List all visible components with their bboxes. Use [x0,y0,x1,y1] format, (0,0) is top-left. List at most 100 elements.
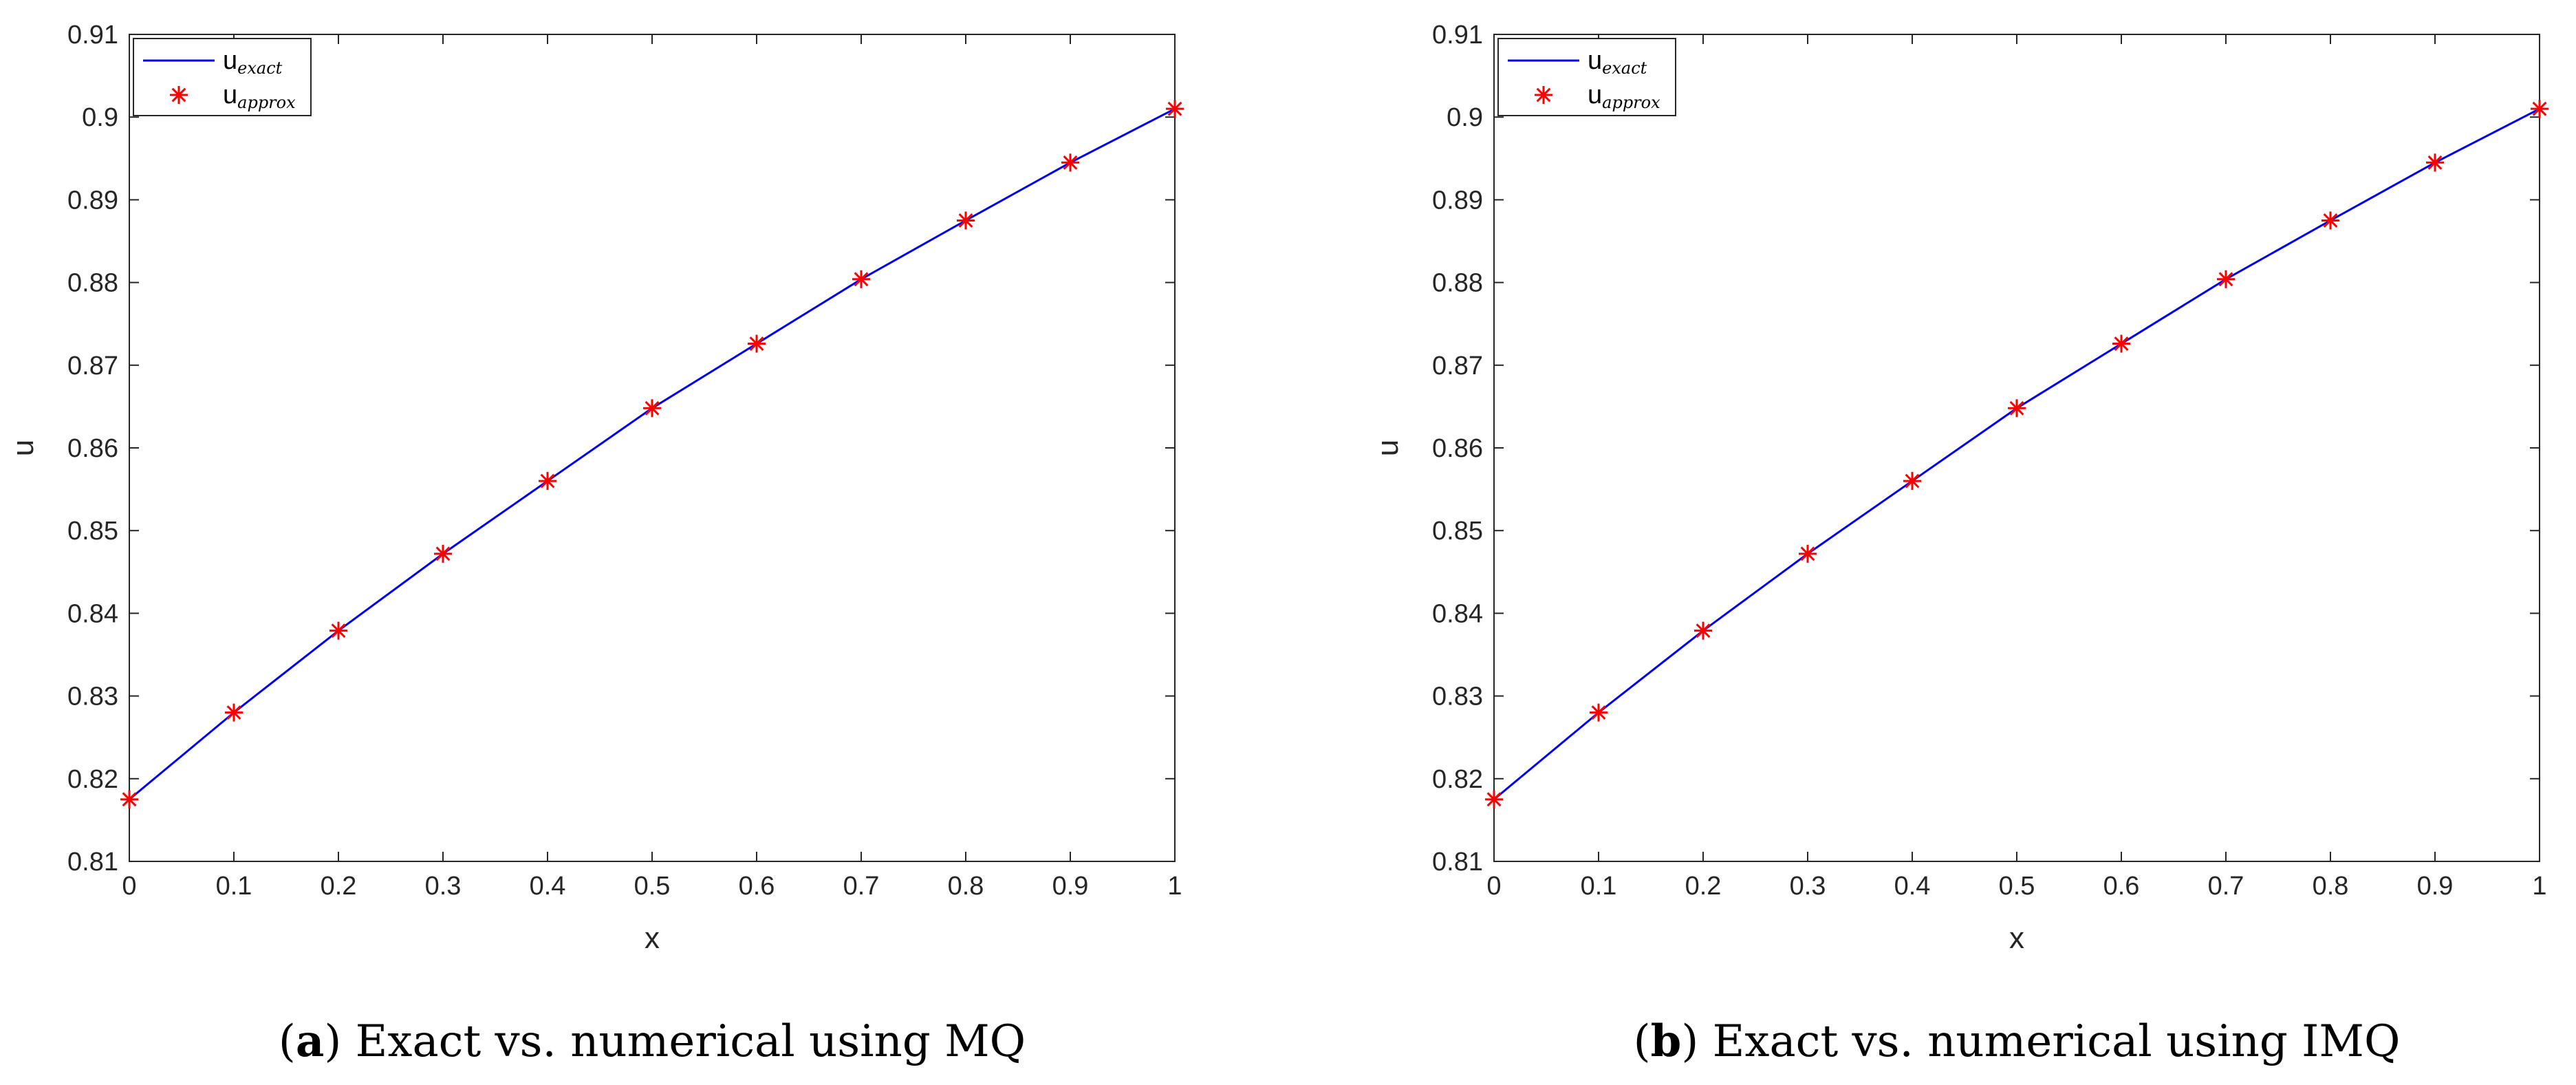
figure-caption-b: (b) Exact vs. numerical using IMQ [1634,1016,2401,1067]
x-tick-label: 0.9 [2417,872,2454,901]
y-tick-label: 0.9 [1447,103,1483,132]
y-tick-label: 0.91 [67,21,118,50]
legend-label: uapprox [1588,80,1660,112]
x-tick-label: 0.2 [1685,872,1722,901]
x-tick-label: 0.8 [948,872,984,901]
caption-paren: ( [279,1016,296,1067]
legend-label-subscript: approx [237,93,296,112]
caption-paren: ) [324,1016,341,1067]
legend-label: uexact [223,46,283,78]
x-tick-label: 0.3 [425,872,462,901]
legend-label-subscript: exact [237,58,282,78]
y-tick-label: 0.83 [1432,683,1483,711]
y-tick-label: 0.82 [1432,765,1483,794]
x-tick-label: 0.4 [530,872,566,901]
x-tick-label: 0.6 [739,872,775,901]
y-tick-label: 0.81 [67,848,118,877]
data-point-u_approx [2531,100,2548,118]
y-tick-label: 0.83 [67,683,118,711]
y-tick-label: 0.82 [67,765,118,794]
data-point-u_approx [1061,153,1079,172]
x-tick-label: 0.1 [1581,872,1617,901]
caption-label: b [1651,1016,1682,1067]
x-tick-label: 1 [1167,872,1182,901]
y-tick-label: 0.87 [67,352,118,380]
data-point-u_approx [1799,544,1817,563]
data-point-u_approx [2321,211,2339,230]
legend-label-subscript: exact [1602,58,1647,78]
legend-star-marker [170,86,188,104]
plot-area [129,34,1176,862]
y-tick-label: 0.87 [1432,352,1483,380]
caption-paren: ( [1634,1016,1651,1067]
data-point-u_approx [748,334,766,353]
data-point-u_approx [329,621,347,640]
caption-label: a [296,1016,324,1067]
data-point-u_approx [2008,399,2026,418]
data-point-u_approx [643,399,661,418]
caption-text: Exact vs. numerical using MQ [341,1016,1026,1067]
data-point-u_approx [434,544,452,563]
data-point-u_approx [1590,703,1608,722]
legend-box [133,38,312,116]
data-point-u_approx [852,270,870,288]
data-point-u_approx [539,472,556,491]
x-tick-label: 0.7 [2208,872,2244,901]
x-tick-label: 0.5 [634,872,671,901]
caption-text: Exact vs. numerical using IMQ [1698,1016,2400,1067]
legend-star-marker [1535,86,1552,104]
x-axis-label: x [2009,921,2024,955]
chart-panel-a: 0 0.1 0.2 0.3 0.4 0.5 0.6 0.7 0.8 0.9 10.810.820.8… [6,21,1184,955]
y-tick-label: 0.86 [67,434,118,463]
y-tick-label: 0.85 [1432,517,1483,546]
x-tick-label: 0.5 [1999,872,2035,901]
x-tick-label: 0 [122,872,136,901]
x-tick-label: 0.4 [1894,872,1931,901]
data-point-u_approx [2217,270,2235,288]
caption-paren: ) [1681,1016,1698,1067]
data-point-u_approx [120,790,138,808]
x-tick-label: 0.2 [321,872,357,901]
legend-label: uapprox [223,80,296,112]
y-tick-label: 0.89 [1432,186,1483,215]
plot-area [1493,34,2540,862]
legend-label-base: u [1588,80,1602,109]
legend-item-approx: uapprox [1535,80,1660,112]
chart-panel-b: 0 0.1 0.2 0.3 0.4 0.5 0.6 0.7 0.8 0.9 10.810.820.8… [1371,21,2548,955]
figure-caption-a: (a) Exact vs. numerical using MQ [279,1016,1026,1067]
y-axis-label: u [6,440,40,456]
y-tick-label: 0.88 [67,269,118,298]
x-tick-label: 0.9 [1052,872,1089,901]
legend-label-base: u [1588,46,1602,75]
x-tick-label: 0.1 [216,872,252,901]
x-tick-label: 0.8 [2313,872,2349,901]
legend-label-base: u [223,46,237,75]
data-point-u_approx [1166,100,1184,118]
data-point-u_approx [2112,334,2130,353]
x-tick-label: 1 [2532,872,2546,901]
legend-box [1497,38,1676,116]
y-tick-label: 0.89 [67,186,118,215]
data-point-u_approx [1485,790,1503,808]
x-tick-label: 0.3 [1790,872,1826,901]
data-point-u_approx [1903,472,1921,491]
y-tick-label: 0.88 [1432,269,1483,298]
y-tick-label: 0.85 [67,517,118,546]
x-axis-label: x [645,921,660,955]
x-tick-label: 0.7 [843,872,880,901]
y-tick-label: 0.91 [1432,21,1483,50]
y-tick-label: 0.9 [82,103,118,132]
data-point-u_approx [957,211,975,230]
y-tick-label: 0.86 [1432,434,1483,463]
y-tick-label: 0.84 [1432,599,1483,628]
legend-item-exact: uexact [1508,46,1647,78]
legend-item-approx: uapprox [170,80,296,112]
y-axis-label: u [1371,440,1405,456]
y-tick-label: 0.84 [67,599,118,628]
legend-label: uexact [1588,46,1647,78]
y-tick-label: 0.81 [1432,848,1483,877]
data-point-u_approx [225,703,243,722]
